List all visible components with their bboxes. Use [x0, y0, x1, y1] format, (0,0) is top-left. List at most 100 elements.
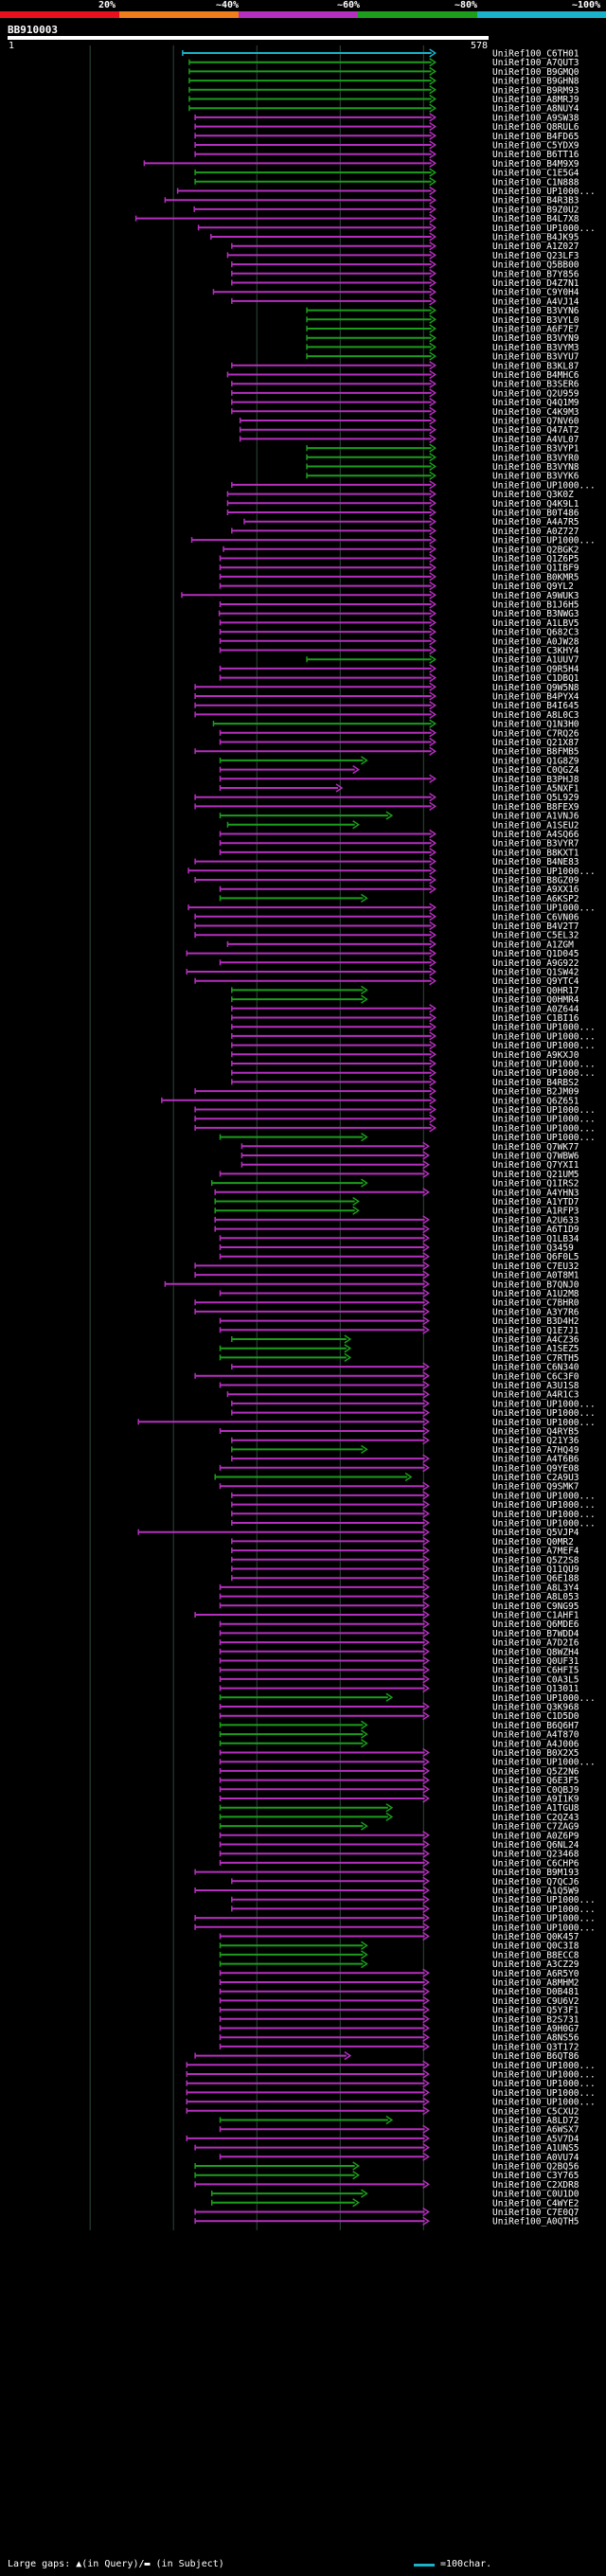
hit-row[interactable]: UniRef100_Q7WBW6 [241, 1151, 579, 1162]
hit-label[interactable]: UniRef100_A7D2I6 [492, 1638, 579, 1649]
hit-label[interactable]: UniRef100_A3Y7R6 [492, 1307, 579, 1317]
hit-label[interactable]: UniRef100_A1SEU2 [492, 820, 579, 831]
hit-row[interactable]: UniRef100_Q7NV60 [239, 416, 579, 427]
hit-label[interactable]: UniRef100_B4RBS2 [492, 1078, 579, 1088]
hit-row[interactable]: UniRef100_A1YTD7 [214, 1196, 579, 1208]
hit-label[interactable]: UniRef100_Q1Z6P5 [492, 554, 579, 564]
hit-row[interactable]: UniRef100_A9SW38 [194, 113, 579, 123]
hit-row[interactable]: UniRef100_A6WSX7 [219, 2124, 579, 2136]
hit-label[interactable]: UniRef100_B9RM93 [492, 85, 579, 96]
hit-row[interactable]: UniRef100_Q0K457 [219, 1931, 579, 1942]
hit-label[interactable]: UniRef100_C4K9M3 [492, 407, 579, 418]
hit-label[interactable]: UniRef100_C6C3F0 [492, 1371, 579, 1382]
hit-label[interactable]: UniRef100_Q9YE08 [492, 1463, 579, 1474]
hit-row[interactable]: UniRef100_B6QT86 [194, 2050, 579, 2062]
hit-row[interactable]: UniRef100_C6HFI5 [219, 1665, 579, 1676]
hit-label[interactable]: UniRef100_B3VYP1 [492, 444, 579, 455]
hit-row[interactable]: UniRef100_A9KXJ0 [231, 1049, 579, 1061]
hit-row[interactable]: UniRef100_Q5VJP4 [137, 1528, 579, 1538]
hit-label[interactable]: UniRef100_C1D5D0 [492, 1711, 579, 1722]
hit-row[interactable]: UniRef100_C2QZ43 [219, 1812, 579, 1823]
hit-row[interactable]: UniRef100_Q2BGK2 [223, 545, 579, 555]
hit-label[interactable]: UniRef100_A0QTH5 [492, 2217, 579, 2227]
hit-row[interactable]: UniRef100_C5YDX9 [194, 140, 579, 152]
hit-label[interactable]: UniRef100_B4L7X8 [492, 214, 579, 224]
hit-row[interactable]: UniRef100_B3VYP1 [306, 443, 579, 455]
hit-row[interactable]: UniRef100_A4VL07 [239, 434, 579, 445]
hit-row[interactable]: UniRef100_UP1000... [186, 2097, 596, 2108]
hit-row[interactable]: UniRef100_B2JM09 [194, 1086, 579, 1098]
hit-row[interactable]: UniRef100_Q9SMK7 [219, 1481, 579, 1493]
hit-row[interactable]: UniRef100_UP1000... [176, 186, 596, 197]
hit-row[interactable]: UniRef100_A7HQ49 [231, 1444, 579, 1456]
hit-label[interactable]: UniRef100_Q6E3F5 [492, 1776, 579, 1786]
hit-label[interactable]: UniRef100_A9XX16 [492, 885, 579, 895]
hit-label[interactable]: UniRef100_B0X2X5 [492, 1748, 579, 1759]
hit-label[interactable]: UniRef100_A3U1S8 [492, 1381, 579, 1391]
hit-label[interactable]: UniRef100_B3VYR0 [492, 453, 579, 463]
hit-row[interactable]: UniRef100_C6VN06 [194, 912, 579, 922]
hit-row[interactable]: UniRef100_A1Z027 [231, 242, 579, 252]
hit-row[interactable]: UniRef100_UP1000... [231, 1509, 596, 1520]
hit-label[interactable]: UniRef100_C7ZAG9 [492, 1822, 579, 1833]
hit-row[interactable]: UniRef100_UP1000... [197, 223, 596, 234]
hit-row[interactable]: UniRef100_B3SER6 [231, 379, 579, 390]
hit-row[interactable]: UniRef100_Q3T172 [219, 2042, 579, 2052]
hit-row[interactable]: UniRef100_A6R5Y0 [219, 1968, 579, 1979]
hit-row[interactable]: UniRef100_A1TGU8 [219, 1803, 579, 1814]
hit-label[interactable]: UniRef100_A1SEZ5 [492, 1344, 579, 1354]
hit-label[interactable]: UniRef100_C7RQ26 [492, 728, 579, 739]
hit-label[interactable]: UniRef100_B4MHC6 [492, 370, 579, 381]
hit-label[interactable]: UniRef100_Q47AT2 [492, 425, 579, 436]
hit-label[interactable]: UniRef100_C1DBQ1 [492, 673, 579, 684]
hit-label[interactable]: UniRef100_A4SQ66 [492, 830, 579, 840]
hit-label[interactable]: UniRef100_Q1SW42 [492, 968, 579, 978]
hit-row[interactable]: UniRef100_Q6F0L5 [219, 1252, 579, 1262]
hit-row[interactable]: UniRef100_B6Q6H7 [219, 1720, 579, 1731]
hit-row[interactable]: UniRef100_A5V7D4 [186, 2134, 579, 2144]
hit-label[interactable]: UniRef100_B7QNJ0 [492, 1279, 579, 1290]
hit-row[interactable]: UniRef100_B8FMB5 [194, 746, 579, 758]
hit-label[interactable]: UniRef100_B2S731 [492, 2014, 579, 2025]
hit-row[interactable]: UniRef100_A3Y7R6 [194, 1307, 579, 1317]
hit-label[interactable]: UniRef100_UP1000... [492, 1105, 596, 1116]
hit-row[interactable]: UniRef100_UP1000... [231, 1895, 596, 1905]
hit-label[interactable]: UniRef100_A0Z644 [492, 1004, 579, 1014]
hit-label[interactable]: UniRef100_Q3K0Z [492, 490, 574, 500]
hit-label[interactable]: UniRef100_A8MRJ9 [492, 95, 579, 105]
hit-row[interactable]: UniRef100_UP1000... [231, 1399, 596, 1409]
hit-label[interactable]: UniRef100_A4R1C3 [492, 1390, 579, 1401]
hit-label[interactable]: UniRef100_A1LBV5 [492, 618, 579, 629]
hit-row[interactable]: UniRef100_A8L3Y4 [219, 1583, 579, 1593]
hit-label[interactable]: UniRef100_B8FMB5 [492, 747, 579, 758]
hit-label[interactable]: UniRef100_B3VYN8 [492, 462, 579, 473]
hit-label[interactable]: UniRef100_A8L053 [492, 1592, 579, 1602]
hit-label[interactable]: UniRef100_UP1000... [492, 536, 596, 546]
hit-label[interactable]: UniRef100_A5V7D4 [492, 2134, 579, 2144]
hit-label[interactable]: UniRef100_A1UUV7 [492, 655, 579, 666]
hit-label[interactable]: UniRef100_B6QT86 [492, 2051, 579, 2062]
hit-label[interactable]: UniRef100_UP1000... [492, 903, 596, 914]
hit-row[interactable]: UniRef100_Q3459 [219, 1243, 575, 1254]
hit-label[interactable]: UniRef100_C9U6V2 [492, 1996, 579, 2007]
hit-row[interactable]: UniRef100_Q5Y3F1 [219, 2005, 579, 2016]
hit-label[interactable]: UniRef100_B3VYU7 [492, 352, 579, 363]
hit-label[interactable]: UniRef100_UP1000... [492, 1895, 596, 1905]
hit-label[interactable]: UniRef100_A1VNJ6 [492, 812, 579, 822]
hit-row[interactable]: UniRef100_Q23468 [219, 1849, 579, 1860]
hit-row[interactable]: UniRef100_UP1000... [231, 1518, 596, 1530]
hit-label[interactable]: UniRef100_A7QUT3 [492, 58, 579, 68]
hit-row[interactable]: UniRef100_B0KMR5 [219, 572, 579, 582]
hit-row[interactable]: UniRef100_D4Z7N1 [231, 277, 579, 289]
hit-label[interactable]: UniRef100_Q7WBW6 [492, 1152, 579, 1162]
hit-label[interactable]: UniRef100_A0VU74 [492, 2153, 579, 2163]
hit-label[interactable]: UniRef100_A1UNS5 [492, 2143, 579, 2154]
hit-label[interactable]: UniRef100_B4R3B3 [492, 196, 579, 206]
hit-row[interactable]: UniRef100_Q2BQ56 [194, 2161, 579, 2173]
hit-row[interactable]: UniRef100_C4K9M3 [231, 406, 579, 418]
hit-row[interactable]: UniRef100_C0QBJ9 [219, 1784, 579, 1796]
hit-label[interactable]: UniRef100_Q6E188 [492, 1574, 579, 1584]
hit-label[interactable]: UniRef100_C6CHP6 [492, 1858, 579, 1869]
hit-row[interactable]: UniRef100_B7WDD4 [219, 1628, 579, 1639]
hit-row[interactable]: UniRef100_A6KSP2 [219, 893, 579, 904]
